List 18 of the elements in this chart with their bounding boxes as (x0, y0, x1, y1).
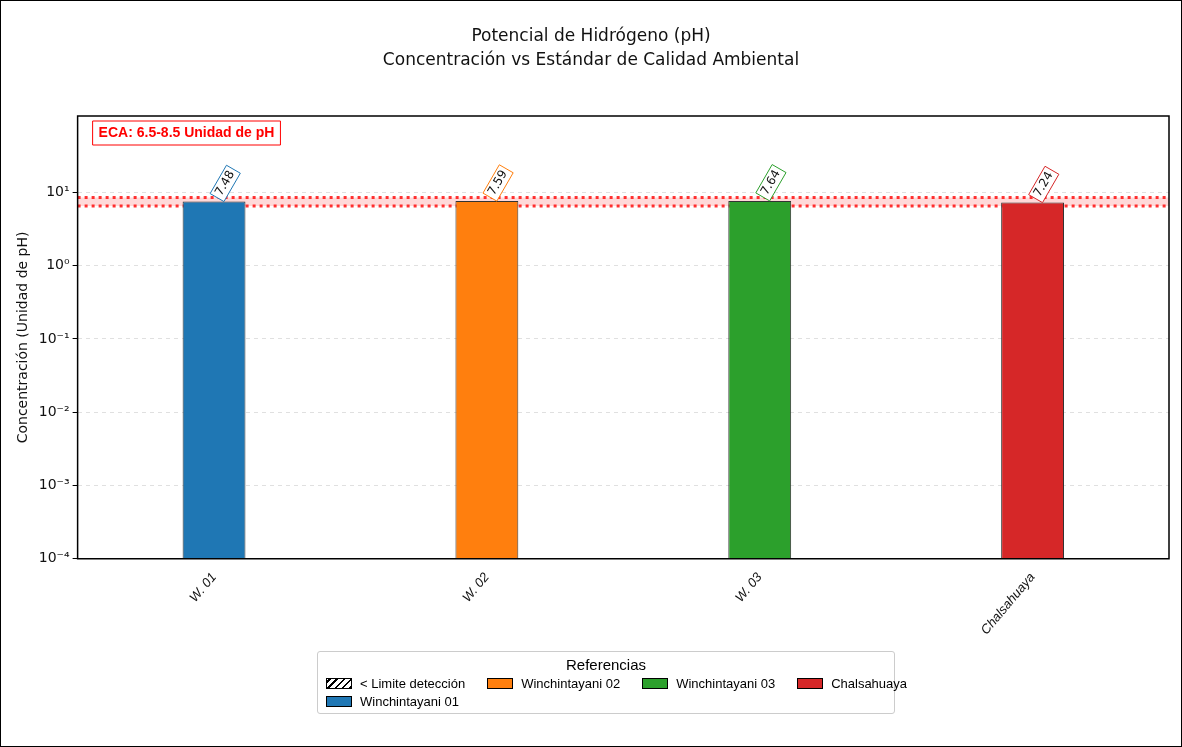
legend-label: Winchintayani 03 (676, 676, 776, 691)
y-tick-label: 10⁰ (46, 256, 70, 273)
legend-title: Referencias (564, 656, 647, 673)
chart-title: Potencial de Hidrógeno (pH) Concentración vs Estándar de Calidad Ambiental (381, 24, 801, 71)
y-axis-title: Concentración (Unidad de pH) (14, 231, 31, 444)
x-tick-label: W. 01 (186, 569, 220, 605)
y-tick-label: 10¹ (46, 182, 70, 199)
x-tick-label: W. 03 (731, 568, 766, 605)
legend-label: Chalsahuaya (831, 676, 908, 691)
y-tick-label: 10⁻² (38, 402, 70, 419)
legend-label: < Limite detección (360, 676, 466, 691)
y-tick-label: 10⁻¹ (38, 329, 70, 346)
legend-label: Winchintayani 02 (521, 676, 621, 691)
x-tick-label: W. 02 (458, 568, 493, 605)
band-label: ECA: 6.5-8.5 Unidad de pH (98, 123, 275, 140)
legend-label: Winchintayani 01 (360, 694, 459, 709)
y-tick-label: 10⁻⁴ (38, 549, 70, 566)
y-tick-label: 10⁻³ (38, 476, 70, 493)
